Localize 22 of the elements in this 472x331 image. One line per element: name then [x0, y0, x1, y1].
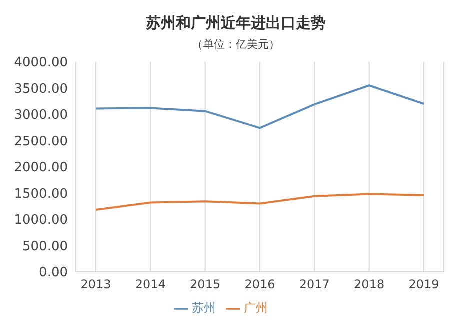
chart-title: 苏州和广州近年进出口走势 [145, 13, 327, 33]
y-tick-label: 2000.00 [14, 160, 68, 176]
y-tick-label: 4000.00 [14, 56, 68, 71]
y-tick-label: 2500.00 [14, 134, 68, 150]
x-tick-label: 2018 [354, 278, 385, 292]
line-series [95, 193, 425, 212]
legend-label: 苏州 [192, 301, 216, 315]
y-tick-label: 3000.00 [14, 108, 68, 124]
y-tick-label: 1000.00 [14, 213, 68, 228]
legend-label: 广州 [244, 301, 268, 315]
x-tick-label: 2014 [135, 278, 166, 292]
chart-subtitle: （单位：亿美元） [191, 37, 281, 52]
y-tick-label: 0.00 [39, 266, 68, 281]
line-series [95, 84, 425, 130]
x-tick-label: 2019 [408, 278, 440, 292]
y-tick-label: 1500.00 [14, 186, 68, 202]
y-tick-label: 3500.00 [14, 82, 68, 97]
x-tick-label: 2013 [80, 278, 112, 292]
x-tick-label: 2016 [244, 278, 276, 292]
x-tick-label: 2017 [299, 278, 330, 292]
y-tick-label: 500.00 [22, 239, 68, 254]
x-tick-label: 2015 [190, 278, 221, 292]
